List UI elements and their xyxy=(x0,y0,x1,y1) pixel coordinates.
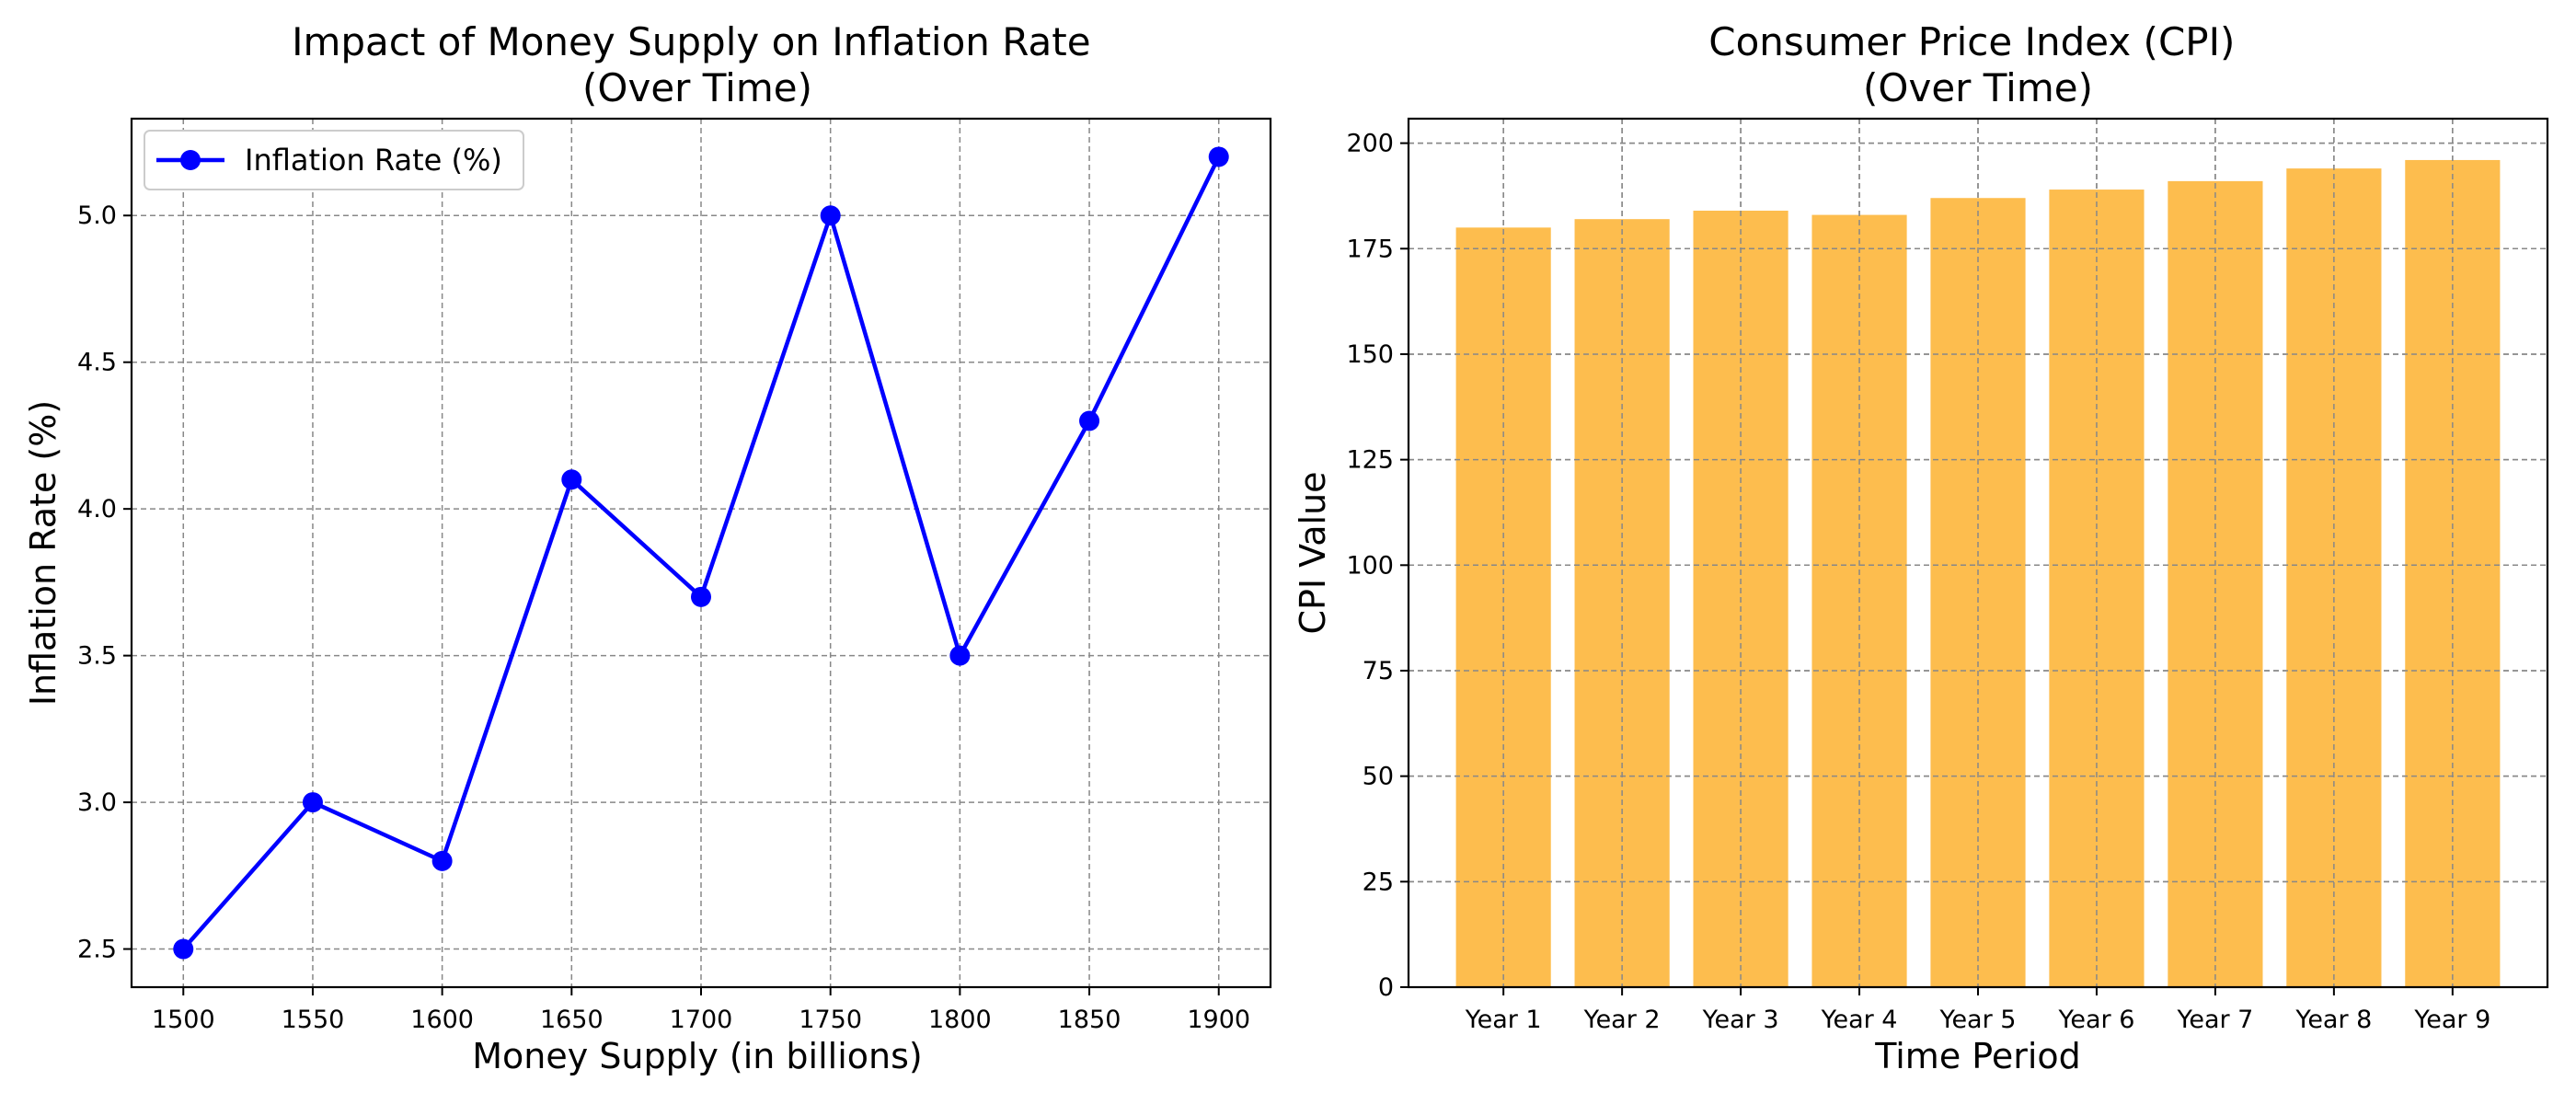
legend-box xyxy=(144,130,524,190)
bar-chart-x-tick-label: Year 4 xyxy=(1821,1006,1898,1034)
line-chart-y-tick-label: 5.0 xyxy=(77,201,117,230)
bar-chart-y-tick-label: 75 xyxy=(1363,657,1394,685)
bar-chart-title-line-1: Consumer Price Index (CPI) xyxy=(1708,19,2235,64)
inflation-line-chart: Impact of Money Supply on Inflation Rate… xyxy=(23,19,1272,1076)
bar-chart-y-tick-label: 50 xyxy=(1363,763,1394,791)
inflation-rate-point xyxy=(820,205,841,226)
inflation-rate-point xyxy=(1208,146,1229,167)
line-chart-series xyxy=(173,146,1229,960)
line-chart-title-line-2: (Over Time) xyxy=(582,65,812,110)
line-chart-y-axis-label: Inflation Rate (%) xyxy=(23,400,63,706)
line-chart-y-tick-label: 3.0 xyxy=(77,788,117,817)
bar-chart-y-tick-label: 175 xyxy=(1346,235,1394,263)
bar-chart-frame xyxy=(1407,117,2549,989)
line-chart-title-line-1: Impact of Money Supply on Inflation Rate xyxy=(292,19,1091,64)
line-chart-x-tick-label: 1650 xyxy=(540,1006,604,1034)
bar-chart-x-tick-label: Year 3 xyxy=(1702,1006,1779,1034)
inflation-rate-point xyxy=(949,645,971,666)
bar-chart-title: Consumer Price Index (CPI) (Over Time) xyxy=(1708,19,2247,110)
line-chart-y-tick-label: 2.5 xyxy=(77,936,117,964)
cpi-bar-chart: Consumer Price Index (CPI) (Over Time) 0… xyxy=(1293,19,2549,1076)
line-chart-frame xyxy=(130,117,1272,989)
line-chart-x-tick-label: 1850 xyxy=(1058,1006,1121,1034)
line-chart-x-tick-label: 1900 xyxy=(1187,1006,1250,1034)
line-chart-y-tick-label: 4.5 xyxy=(77,349,117,377)
bar-chart-x-tick-label: Year 5 xyxy=(1939,1006,2017,1034)
bar-chart-y-tick-label: 125 xyxy=(1346,446,1394,475)
line-chart-legend: Inflation Rate (%) xyxy=(144,130,524,190)
bar-chart-ticks: 0 25 50 75 100 125 150 175 200 Year 1 Year 2 Year 3… xyxy=(1346,130,2490,1034)
bar-chart-y-tick-label: 100 xyxy=(1346,551,1394,580)
inflation-rate-point xyxy=(691,586,711,607)
bar-chart-y-tick-label: 0 xyxy=(1378,973,1394,1002)
bar-chart-x-tick-label: Year 9 xyxy=(2413,1006,2490,1034)
bar-chart-y-tick-label: 25 xyxy=(1363,868,1394,896)
bar-chart-x-tick-label: Year 6 xyxy=(2057,1006,2134,1034)
inflation-rate-point xyxy=(1079,410,1100,431)
line-chart-grid xyxy=(132,119,1271,987)
line-chart-x-tick-label: 1700 xyxy=(670,1006,733,1034)
bar-chart-x-tick-label: Year 2 xyxy=(1583,1006,1661,1034)
line-chart-x-tick-label: 1750 xyxy=(799,1006,862,1034)
bar-chart-title-line-2: (Over Time) xyxy=(1863,65,2093,110)
line-chart-ticks: 1500 1550 1600 1650 1700 1750 1800 1850 1900 2.5 3… xyxy=(77,201,1250,1034)
line-chart-y-tick-label: 3.5 xyxy=(77,642,117,671)
line-chart-x-tick-label: 1500 xyxy=(152,1006,215,1034)
bar-chart-x-tick-label: Year 7 xyxy=(2176,1006,2253,1034)
line-chart-y-tick-label: 4.0 xyxy=(77,495,117,523)
line-chart-x-tick-label: 1550 xyxy=(282,1006,345,1034)
bar-chart-y-tick-label: 150 xyxy=(1346,340,1394,369)
bar-chart-x-tick-label: Year 1 xyxy=(1465,1006,1542,1034)
bar-chart-y-axis-label: CPI Value xyxy=(1293,471,1333,634)
bar-chart-y-tick-label: 200 xyxy=(1346,130,1394,158)
bar-chart-x-tick-label: Year 8 xyxy=(2294,1006,2372,1034)
inflation-rate-point xyxy=(431,850,453,871)
inflation-rate-point xyxy=(302,792,323,813)
bar-chart-x-axis-label: Time Period xyxy=(1874,1036,2081,1076)
legend-marker-swatch xyxy=(180,150,201,170)
line-chart-x-tick-label: 1800 xyxy=(928,1006,992,1034)
line-chart-x-tick-label: 1600 xyxy=(410,1006,474,1034)
line-chart-title: Impact of Money Supply on Inflation Rate… xyxy=(292,19,1103,110)
line-chart-x-axis-label: Money Supply (in billions) xyxy=(472,1036,923,1076)
legend-label: Inflation Rate (%) xyxy=(245,143,502,178)
inflation-rate-point xyxy=(173,938,194,960)
inflation-rate-point xyxy=(561,469,582,490)
